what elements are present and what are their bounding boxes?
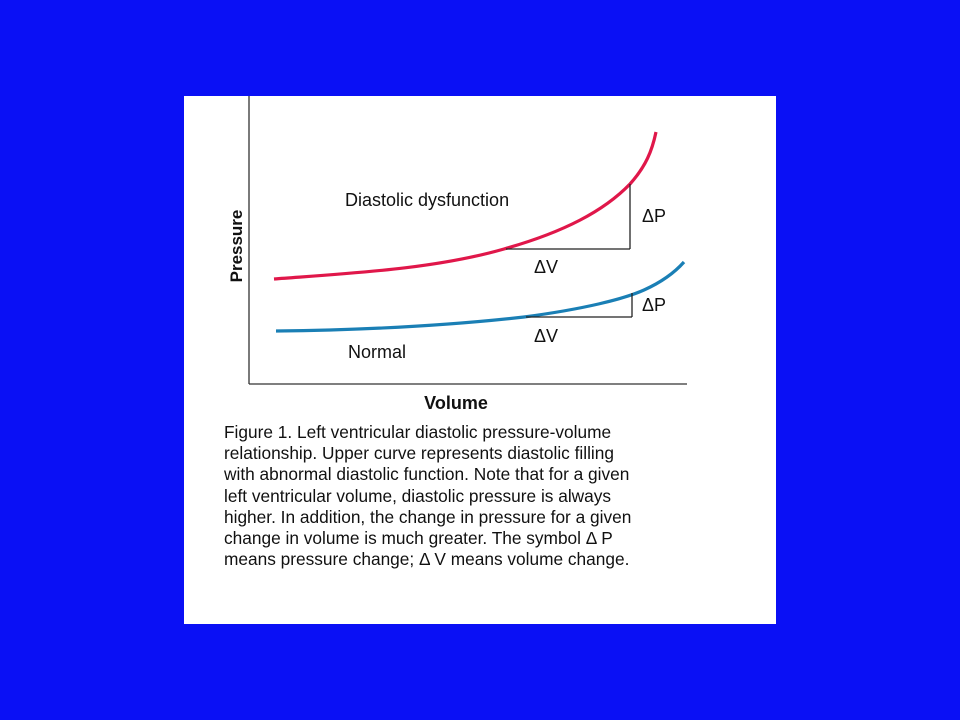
diastolic-dysfunction-curve	[273, 131, 658, 281]
caption-line: Figure 1. Left ventricular diastolic pre…	[224, 422, 612, 442]
caption-line: means pressure change; Δ V means volume …	[224, 549, 630, 570]
caption-line: with abnormal diastolic function. Note t…	[224, 464, 630, 485]
upper-delta-v-label: ΔV	[534, 257, 558, 277]
upper-delta-p-label: ΔP	[642, 206, 666, 226]
normal-label: Normal	[348, 342, 406, 362]
normal-curve	[275, 260, 686, 333]
figure-caption: Figure 1. Left ventricular diastolic pre…	[224, 422, 769, 570]
diastolic-dysfunction-label: Diastolic dysfunction	[345, 190, 509, 210]
y-axis-label: Pressure	[227, 210, 246, 283]
x-axis-label: Volume	[424, 393, 488, 413]
lower-delta-p-label: ΔP	[642, 295, 666, 315]
pressure-volume-diagram: Pressure Volume Diastolic dysfunction No…	[227, 96, 687, 413]
caption-line: change in volume is much greater. The sy…	[224, 528, 613, 549]
lower-delta-v-label: ΔV	[534, 326, 558, 346]
caption-line: left ventricular volume, diastolic press…	[224, 485, 612, 506]
caption-line: higher. In addition, the change in press…	[224, 506, 632, 527]
caption-line: relationship. Upper curve represents dia…	[224, 443, 614, 464]
figure-panel: Pressure Volume Diastolic dysfunction No…	[184, 96, 776, 624]
